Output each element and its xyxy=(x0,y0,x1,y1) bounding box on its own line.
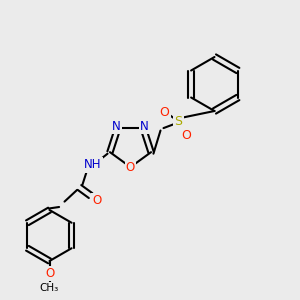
Text: S: S xyxy=(175,115,182,128)
Text: NH: NH xyxy=(84,158,102,172)
Text: CH₃: CH₃ xyxy=(40,283,59,293)
Text: N: N xyxy=(140,120,149,133)
Text: O: O xyxy=(181,129,191,142)
Text: O: O xyxy=(45,267,54,280)
Text: O: O xyxy=(160,106,169,119)
Text: O: O xyxy=(92,194,101,208)
Text: N: N xyxy=(112,120,121,133)
Text: O: O xyxy=(126,160,135,174)
